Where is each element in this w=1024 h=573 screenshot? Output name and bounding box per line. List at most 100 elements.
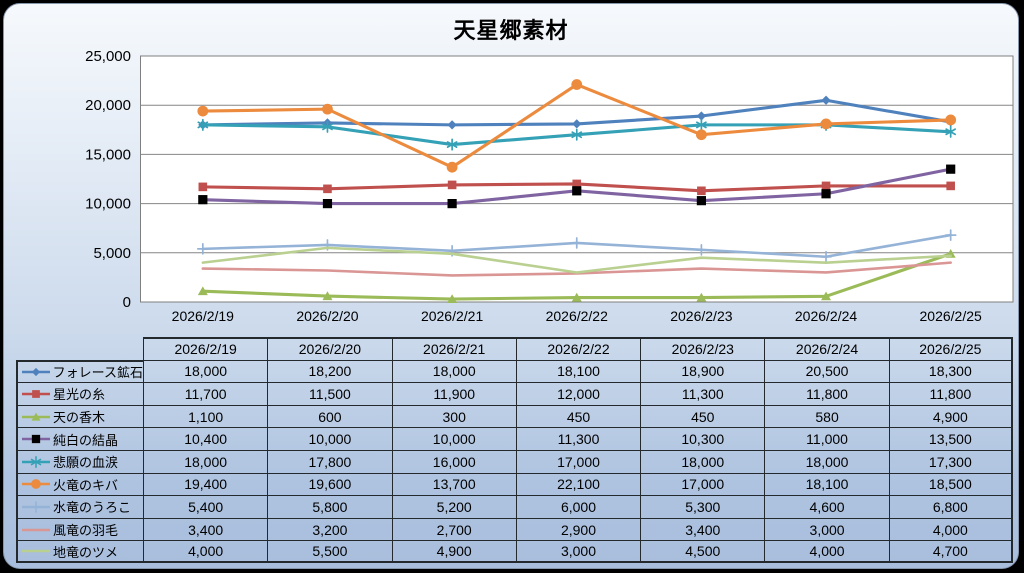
table-header-date: 2026/2/25 bbox=[888, 337, 1013, 360]
marker-circle bbox=[695, 129, 707, 141]
marker-circle bbox=[945, 114, 957, 126]
legend-key-icon-none bbox=[22, 528, 50, 531]
table-value-cell: 4,900 bbox=[888, 404, 1013, 428]
marker-square bbox=[697, 186, 706, 196]
y-axis-tick-label: 15,000 bbox=[85, 146, 131, 163]
legend-key-icon-circle bbox=[22, 479, 50, 490]
table-value-cell: 600 bbox=[267, 404, 392, 428]
table-value-cell: 19,600 bbox=[267, 472, 392, 496]
marker-triangle bbox=[696, 292, 707, 302]
marker-diamond bbox=[821, 95, 831, 105]
marker-square bbox=[821, 181, 831, 191]
marker-plus bbox=[30, 501, 42, 513]
table-value-cell: 18,000 bbox=[391, 359, 516, 383]
x-axis-tick-label: 2026/2/21 bbox=[421, 308, 483, 324]
marker-square bbox=[572, 179, 582, 189]
legend-key-icon-none bbox=[22, 549, 50, 553]
legend-row-1: フォレース鉱石 bbox=[16, 359, 143, 383]
table-value-cell: 3,400 bbox=[640, 517, 765, 541]
marker-circle bbox=[197, 105, 209, 117]
series-name: 地竜のツメ bbox=[53, 544, 119, 560]
marker-triangle bbox=[322, 291, 333, 301]
marker-diamond bbox=[31, 367, 41, 377]
marker-diamond bbox=[572, 119, 582, 129]
marker-circle bbox=[322, 103, 333, 115]
table-value-cell: 1,100 bbox=[143, 404, 268, 428]
table-value-cell: 4,500 bbox=[640, 540, 765, 563]
series-name: 純白の結晶 bbox=[53, 432, 119, 448]
marker-black-square bbox=[447, 199, 457, 209]
y-axis-tick-label: 0 bbox=[123, 294, 131, 311]
table-value-cell: 6,000 bbox=[515, 495, 641, 518]
line-chart: 0 5,000 10,000 15,000 20,000 25,000 2026/2/19 2… bbox=[85, 48, 1014, 324]
series-name: 天の香木 bbox=[53, 410, 106, 426]
table-value-cell: 10,000 bbox=[267, 427, 392, 450]
marker-asterisk bbox=[322, 120, 333, 133]
legend-key-icon-triangle bbox=[22, 412, 50, 421]
legend-key-icon-square bbox=[22, 390, 50, 398]
table-value-cell: 18,900 bbox=[640, 359, 765, 383]
table-value-cell: 3,200 bbox=[267, 517, 392, 541]
marker-asterisk bbox=[696, 118, 707, 131]
table-value-cell: 4,900 bbox=[391, 540, 516, 563]
table-value-cell: 19,400 bbox=[143, 472, 268, 496]
legend-row-8: 風竜の羽毛 bbox=[16, 517, 143, 541]
table-value-cell: 2,700 bbox=[391, 517, 516, 541]
series-name: 風竜の羽毛 bbox=[53, 523, 119, 539]
series-name: 水竜のうろこ bbox=[53, 500, 132, 516]
legend-row-2: 星光の糸 bbox=[16, 382, 143, 405]
table-value-cell: 13,700 bbox=[391, 472, 516, 496]
table-value-cell: 22,100 bbox=[515, 472, 641, 496]
series-name: 星光の糸 bbox=[53, 387, 106, 403]
table-value-cell: 10,300 bbox=[640, 427, 765, 450]
chart-title: 天星郷素材 bbox=[453, 18, 569, 43]
marker-asterisk bbox=[945, 125, 957, 138]
marker-square bbox=[447, 180, 457, 190]
marker-square bbox=[946, 181, 955, 191]
table-value-cell: 4,600 bbox=[764, 495, 889, 518]
x-axis-tick-label: 2026/2/22 bbox=[546, 308, 608, 324]
table-value-cell: 11,300 bbox=[640, 382, 765, 405]
marker-triangle bbox=[197, 286, 208, 296]
table-value-cell: 5,300 bbox=[640, 495, 765, 518]
table-value-cell: 3,400 bbox=[143, 517, 268, 541]
series-name: フォレース鉱石 bbox=[52, 365, 143, 381]
table-value-cell: 17,000 bbox=[515, 450, 641, 473]
marker-circle bbox=[820, 118, 832, 130]
legend-row-9: 地竜のツメ bbox=[16, 540, 143, 563]
x-axis-tick-label: 2026/2/23 bbox=[670, 308, 732, 324]
table-value-cell: 16,000 bbox=[391, 450, 516, 473]
marker-black-square bbox=[31, 435, 41, 444]
marker-triangle bbox=[571, 292, 582, 302]
table-value-cell: 17,800 bbox=[267, 450, 392, 473]
legend-row-4: 純白の結晶 bbox=[16, 427, 143, 450]
table-value-cell: 4,000 bbox=[764, 540, 889, 563]
table-value-cell: 18,200 bbox=[267, 359, 392, 383]
legend-key-icon-plus bbox=[22, 501, 50, 513]
marker-square bbox=[32, 390, 40, 398]
marker-black-square bbox=[696, 196, 706, 206]
marker-black-square bbox=[322, 199, 333, 209]
table-value-cell: 11,300 bbox=[515, 427, 641, 450]
table-header-date: 2026/2/22 bbox=[515, 337, 641, 360]
table-value-cell: 6,800 bbox=[888, 495, 1013, 518]
table-value-cell: 18,000 bbox=[640, 450, 765, 473]
table-value-cell: 11,000 bbox=[764, 427, 889, 450]
table-value-cell: 11,500 bbox=[267, 382, 392, 405]
table-value-cell: 2,900 bbox=[515, 517, 641, 541]
table-value-cell: 11,800 bbox=[888, 382, 1013, 405]
marker-asterisk bbox=[571, 128, 583, 141]
marker-circle bbox=[571, 79, 583, 90]
series-name: 悲願の血涙 bbox=[53, 455, 119, 471]
table-value-cell: 18,000 bbox=[764, 450, 889, 473]
marker-circle bbox=[446, 161, 458, 173]
legend-key-icon-black-square bbox=[22, 435, 50, 444]
marker-triangle bbox=[447, 294, 458, 304]
table-header-date: 2026/2/20 bbox=[267, 337, 392, 360]
table-value-cell: 18,500 bbox=[888, 472, 1013, 496]
marker-plus bbox=[944, 229, 957, 241]
y-axis-tick-label: 25,000 bbox=[85, 48, 131, 65]
marker-square bbox=[198, 182, 208, 192]
table-value-cell: 10,400 bbox=[143, 427, 268, 450]
table-value-cell: 3,000 bbox=[764, 517, 889, 541]
